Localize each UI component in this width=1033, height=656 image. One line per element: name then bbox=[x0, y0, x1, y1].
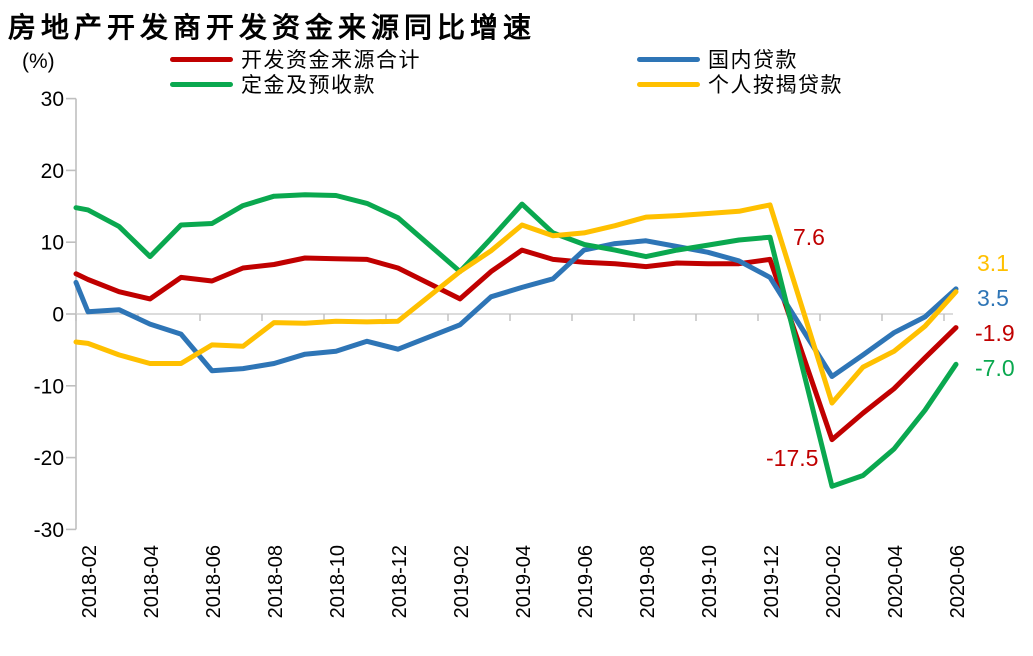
legend-swatch-deposits bbox=[170, 81, 233, 87]
x-tick-label: 2018-10 bbox=[327, 545, 349, 618]
annotation--1.9: -1.9 bbox=[975, 320, 1015, 346]
y-tick-label: -30 bbox=[34, 519, 64, 542]
x-tick-label: 2018-12 bbox=[389, 545, 411, 618]
x-tick-label: 2019-02 bbox=[451, 545, 473, 618]
x-tick-label: 2020-02 bbox=[823, 545, 845, 618]
annotation-3.1: 3.1 bbox=[977, 250, 1009, 276]
annotation-3.5: 3.5 bbox=[977, 285, 1009, 311]
personal-mortgage-loans-line bbox=[73, 202, 959, 406]
legend-label-domestic-loans: 国内贷款 bbox=[708, 49, 798, 72]
annotation--7.0: -7.0 bbox=[975, 355, 1015, 381]
x-tick-label: 2019-12 bbox=[761, 545, 783, 618]
x-tick-label: 2019-08 bbox=[637, 545, 659, 618]
x-tick-label: 2020-04 bbox=[885, 545, 907, 618]
legend-label-deposits: 定金及预收款 bbox=[241, 74, 376, 97]
legend-swatch-domestic-loans bbox=[637, 56, 700, 62]
annotation--17.5: -17.5 bbox=[766, 445, 818, 471]
legend-label-total-funds: 开发资金来源合计 bbox=[241, 49, 421, 72]
x-tick-label: 2018-04 bbox=[141, 545, 163, 618]
y-tick-label: 10 bbox=[41, 232, 64, 255]
legend-item-domestic-loans: 国内贷款 bbox=[637, 47, 798, 72]
legend-swatch-mortgage bbox=[637, 81, 700, 87]
y-tick-label: 0 bbox=[52, 304, 64, 327]
legend-item-mortgage: 个人按揭贷款 bbox=[637, 72, 843, 97]
x-tick-label: 2020-06 bbox=[947, 545, 969, 618]
total-funds-line bbox=[73, 247, 959, 443]
chart-title: 房地产开发商开发资金来源同比增速 bbox=[8, 12, 537, 43]
x-tick-label: 2019-10 bbox=[699, 545, 721, 618]
legend-swatch-total-funds bbox=[170, 56, 233, 62]
domestic-loans-line bbox=[73, 238, 959, 379]
annotation-7.6: 7.6 bbox=[793, 224, 825, 250]
x-tick-label: 2018-06 bbox=[203, 545, 225, 618]
x-tick-label: 2019-04 bbox=[513, 545, 535, 618]
x-tick-label: 2018-08 bbox=[265, 545, 287, 618]
y-tick-label: -10 bbox=[34, 375, 64, 398]
y-tick-label: 30 bbox=[41, 88, 64, 111]
legend-item-deposits: 定金及预收款 bbox=[170, 72, 376, 97]
x-tick-label: 2019-06 bbox=[575, 545, 597, 618]
legend-item-total-funds: 开发资金来源合计 bbox=[170, 47, 421, 72]
y-tick-label: -20 bbox=[34, 447, 64, 470]
y-axis-unit-label: (%) bbox=[22, 50, 55, 73]
x-tick-label: 2018-02 bbox=[79, 545, 101, 618]
legend-label-mortgage: 个人按揭贷款 bbox=[708, 74, 843, 97]
deposits-advance-payments-line bbox=[73, 192, 959, 489]
y-tick-label: 20 bbox=[41, 160, 64, 183]
